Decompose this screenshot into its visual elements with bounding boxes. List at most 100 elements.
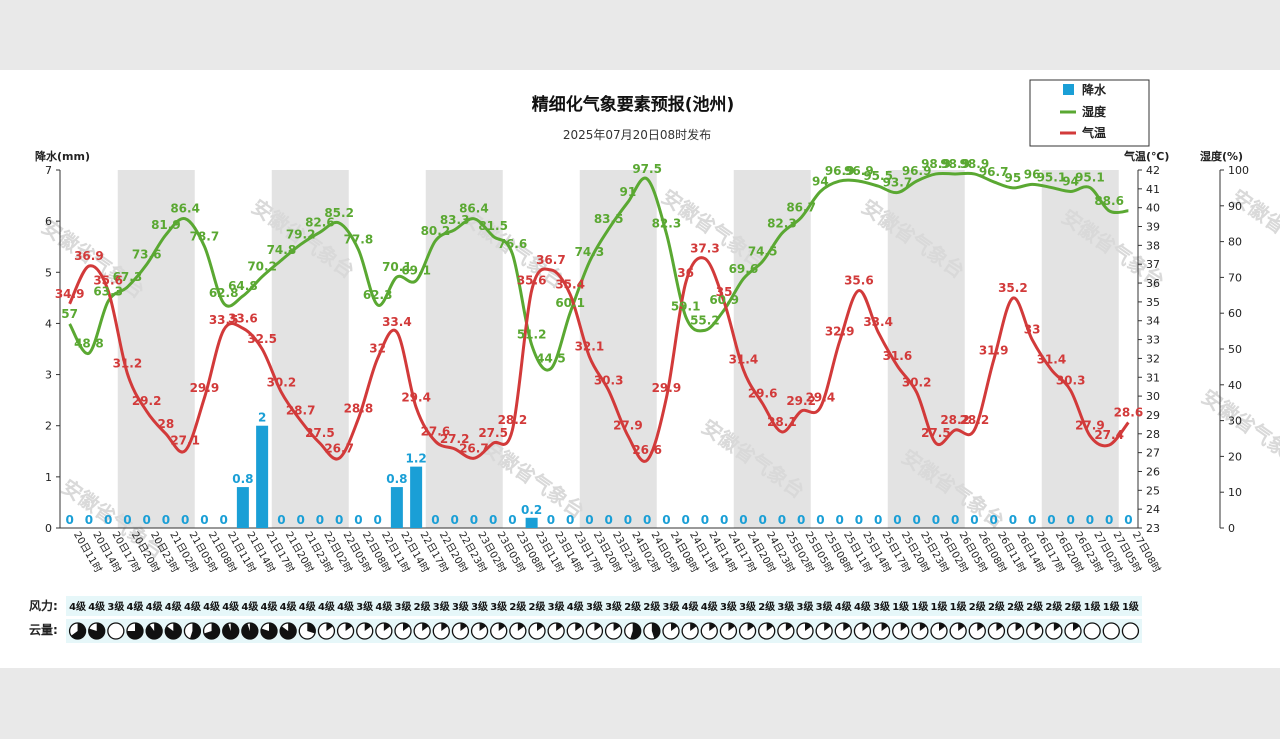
wind-value: 4级 — [375, 600, 393, 613]
temp-tick-label: 35 — [1146, 296, 1160, 309]
humidity-tick-label: 70 — [1228, 271, 1242, 284]
rain-label: 0 — [816, 513, 824, 527]
temp-tick-label: 41 — [1146, 183, 1160, 196]
temp-tick-label: 36 — [1146, 277, 1160, 290]
rain-label: 0.8 — [232, 472, 253, 486]
cloud-cover-fill — [498, 623, 506, 631]
temp-tick-label: 30 — [1146, 390, 1160, 403]
wind-value: 4级 — [835, 600, 853, 613]
temperature-line — [68, 256, 1130, 463]
wind-value: 2级 — [414, 600, 432, 613]
cloud-cover-fill — [364, 623, 372, 631]
cloud-cover-fill — [1053, 623, 1061, 631]
cloud-cover-fill — [556, 623, 563, 631]
night-band — [733, 170, 811, 528]
cloud-cover-fill — [613, 623, 621, 631]
rain-label: 0.2 — [521, 503, 542, 517]
temp-tick-label: 42 — [1146, 164, 1160, 177]
wind-value: 1级 — [1122, 600, 1140, 613]
temperature-label: 35.2 — [998, 281, 1028, 295]
cloud-cover-icon — [107, 622, 125, 640]
wind-value: 1级 — [1084, 600, 1102, 613]
rain-label: 0 — [778, 513, 786, 527]
temperature-label: 27.4 — [1094, 428, 1124, 442]
wind-value: 3级 — [605, 600, 623, 613]
cloud-cover-fill — [189, 623, 201, 639]
humidity-label: 62.3 — [363, 288, 393, 302]
rain-label: 0 — [470, 513, 478, 527]
wind-value: 3级 — [739, 600, 757, 613]
rain-label: 0 — [85, 513, 93, 527]
humidity-label: 60.1 — [555, 296, 585, 310]
temperature-label: 33 — [1024, 323, 1041, 337]
humidity-label: 78.7 — [190, 229, 220, 243]
temperature-label: 35.6 — [93, 274, 123, 288]
rain-label: 0 — [1066, 513, 1074, 527]
humidity-tick-label: 0 — [1228, 522, 1235, 535]
temperature-label: 35.6 — [844, 274, 874, 288]
rain-label: 0 — [219, 513, 227, 527]
temperature-label: 31.6 — [883, 349, 913, 363]
wind-value: 4级 — [184, 600, 202, 613]
temp-tick-label: 31 — [1146, 371, 1160, 384]
rain-tick-label: 3 — [45, 369, 52, 382]
temperature-label: 27.2 — [440, 432, 470, 446]
temperature-label: 35 — [716, 285, 733, 299]
cloud-cover-fill — [939, 623, 946, 631]
temp-tick-label: 32 — [1146, 352, 1160, 365]
rain-label: 0 — [970, 513, 978, 527]
wind-value: 1级 — [1103, 600, 1121, 613]
rain-label: 0 — [932, 513, 940, 527]
wind-value: 3级 — [433, 600, 451, 613]
humidity-label: 96.9 — [902, 164, 932, 178]
temperature-label: 33.6 — [228, 311, 258, 325]
night-band — [271, 170, 349, 528]
wind-value: 4级 — [203, 600, 221, 613]
cloud-cover-icon — [1083, 622, 1101, 640]
wind-value: 2级 — [1026, 600, 1044, 613]
temperature-label: 30.2 — [267, 375, 297, 389]
temperature-label: 27.1 — [170, 434, 200, 448]
cloud-cover-fill — [146, 622, 163, 639]
rain-label: 0 — [1086, 513, 1094, 527]
cloud-cover-fill — [241, 623, 258, 639]
rain-label: 0.8 — [386, 472, 407, 486]
humidity-label: 93.7 — [883, 176, 913, 190]
wind-value: 1级 — [931, 600, 949, 613]
humidity-label: 96.9 — [825, 164, 855, 178]
chart-title: 精细化气象要素预报(池州) — [532, 94, 735, 115]
temp-tick-label: 23 — [1146, 522, 1160, 535]
wind-value: 3级 — [720, 600, 738, 613]
rain-axis-label: 降水(mm) — [35, 149, 90, 163]
humidity-label: 60.9 — [709, 293, 739, 307]
humidity-tick-label: 40 — [1228, 379, 1242, 392]
rain-label: 0 — [720, 513, 728, 527]
humidity-label: 70.1 — [382, 260, 412, 274]
temperature-label: 27.5 — [305, 426, 335, 440]
humidity-label: 95.1 — [1037, 171, 1067, 185]
cloud-cover-fill — [958, 623, 965, 631]
cloud-cover-fill — [1073, 623, 1080, 631]
temperature-label: 30.3 — [1056, 373, 1086, 387]
humidity-label: 69.1 — [401, 264, 431, 278]
cloud-cover-fill — [1015, 623, 1023, 631]
humidity-label: 82.6 — [305, 215, 335, 229]
humidity-label: 86.4 — [459, 202, 489, 216]
rain-tick-label: 6 — [45, 215, 52, 228]
temperature-label: 35.4 — [555, 277, 585, 291]
night-band — [117, 170, 195, 528]
rain-label: 0 — [585, 513, 593, 527]
temp-tick-label: 29 — [1146, 409, 1160, 422]
rain-label: 0 — [662, 513, 670, 527]
rain-tick-label: 1 — [45, 471, 52, 484]
wind-value: 4级 — [222, 600, 240, 613]
humidity-label: 63.3 — [93, 284, 123, 298]
humidity-label: 64.8 — [228, 279, 258, 293]
cloud-cover-fill — [165, 623, 182, 639]
legend-rain: 降水 — [1082, 82, 1107, 97]
cloud-cover-fill — [345, 623, 353, 631]
cloud-cover-fill — [1034, 623, 1042, 631]
night-band — [1041, 170, 1119, 528]
wind-value: 2级 — [1065, 600, 1083, 613]
wind-value: 4级 — [241, 600, 259, 613]
